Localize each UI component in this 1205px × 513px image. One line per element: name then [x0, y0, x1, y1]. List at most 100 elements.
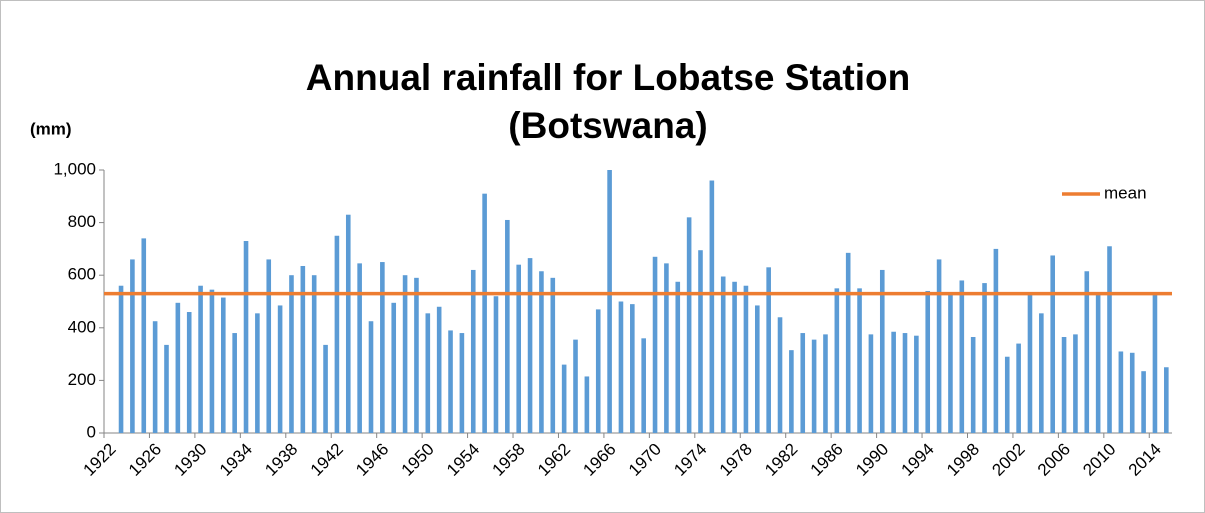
bar	[675, 281, 681, 433]
bar	[141, 238, 147, 433]
bar	[152, 321, 158, 433]
bar	[595, 309, 601, 433]
bar	[470, 269, 476, 433]
bar	[232, 333, 237, 433]
bar	[789, 350, 794, 433]
bar	[380, 262, 385, 433]
bar	[482, 193, 487, 433]
y-axis-label: (mm)	[30, 119, 72, 138]
bar	[1039, 313, 1044, 433]
bar	[1129, 352, 1135, 433]
bar	[550, 277, 556, 433]
bar	[857, 288, 862, 433]
bar	[641, 338, 646, 433]
bar	[811, 339, 817, 433]
bar	[505, 219, 510, 433]
bar	[914, 335, 919, 433]
chart-title: (Botswana)	[508, 105, 707, 146]
bar	[402, 275, 408, 433]
bar	[925, 290, 931, 433]
bar	[539, 271, 544, 433]
bar	[630, 304, 635, 433]
bar	[289, 275, 294, 433]
bar	[698, 250, 703, 433]
bar	[868, 334, 874, 433]
y-tick-label: 800	[68, 212, 96, 231]
bar	[970, 337, 976, 433]
bar	[709, 180, 715, 433]
bar	[948, 293, 953, 433]
bar	[1027, 293, 1033, 433]
bar	[777, 317, 783, 433]
bar	[618, 301, 624, 433]
bar	[845, 252, 851, 433]
bar	[300, 265, 306, 433]
bar	[1016, 343, 1021, 433]
bar	[743, 285, 749, 433]
bar	[561, 364, 567, 433]
bar	[1152, 294, 1158, 433]
bar	[754, 305, 760, 433]
bar	[891, 331, 896, 433]
bar	[1004, 356, 1010, 433]
bar	[368, 321, 374, 433]
bar	[164, 344, 169, 433]
bar	[516, 264, 522, 433]
bar	[448, 330, 453, 433]
bar	[879, 269, 885, 433]
bar	[459, 333, 465, 433]
bar	[311, 275, 317, 433]
bar	[1095, 293, 1101, 433]
bar	[323, 344, 328, 433]
bar	[1107, 246, 1112, 433]
bar	[220, 297, 226, 433]
bar	[982, 283, 987, 433]
bar	[266, 259, 272, 433]
bar	[334, 235, 340, 433]
bar	[652, 256, 658, 433]
bar	[345, 214, 351, 433]
bar	[1050, 255, 1056, 433]
bar	[198, 285, 203, 433]
bar	[959, 280, 965, 433]
bar	[607, 170, 612, 433]
bar	[766, 267, 771, 433]
bar	[902, 333, 908, 433]
bar	[277, 305, 283, 433]
bar	[357, 263, 362, 433]
bar	[664, 263, 669, 433]
bar	[800, 333, 806, 433]
bar	[573, 339, 578, 433]
bar	[527, 258, 533, 433]
bar	[732, 281, 737, 433]
bar	[823, 334, 828, 433]
bar	[425, 313, 431, 433]
bar	[720, 276, 726, 433]
bar	[118, 285, 124, 433]
y-tick-label: 0	[87, 422, 96, 441]
bar	[834, 288, 840, 433]
bar	[1061, 337, 1067, 433]
y-tick-label: 200	[68, 370, 96, 389]
bar	[584, 376, 590, 433]
y-tick-label: 600	[68, 265, 96, 284]
y-tick-label: 400	[68, 317, 96, 336]
bar	[993, 248, 999, 433]
bar	[686, 217, 692, 433]
bar	[1118, 351, 1124, 433]
y-tick-label: 1,000	[53, 159, 96, 178]
bar	[243, 241, 249, 433]
bar	[1141, 371, 1146, 433]
bar	[493, 296, 499, 433]
bar	[414, 277, 419, 433]
bar	[255, 313, 260, 433]
bar	[1164, 367, 1169, 433]
legend-label: mean	[1104, 183, 1147, 202]
bar	[209, 289, 215, 433]
bar	[436, 306, 442, 433]
bar	[391, 302, 397, 433]
bar	[1084, 271, 1090, 433]
chart-title: Annual rainfall for Lobatse Station	[306, 57, 910, 98]
bar	[186, 312, 192, 433]
